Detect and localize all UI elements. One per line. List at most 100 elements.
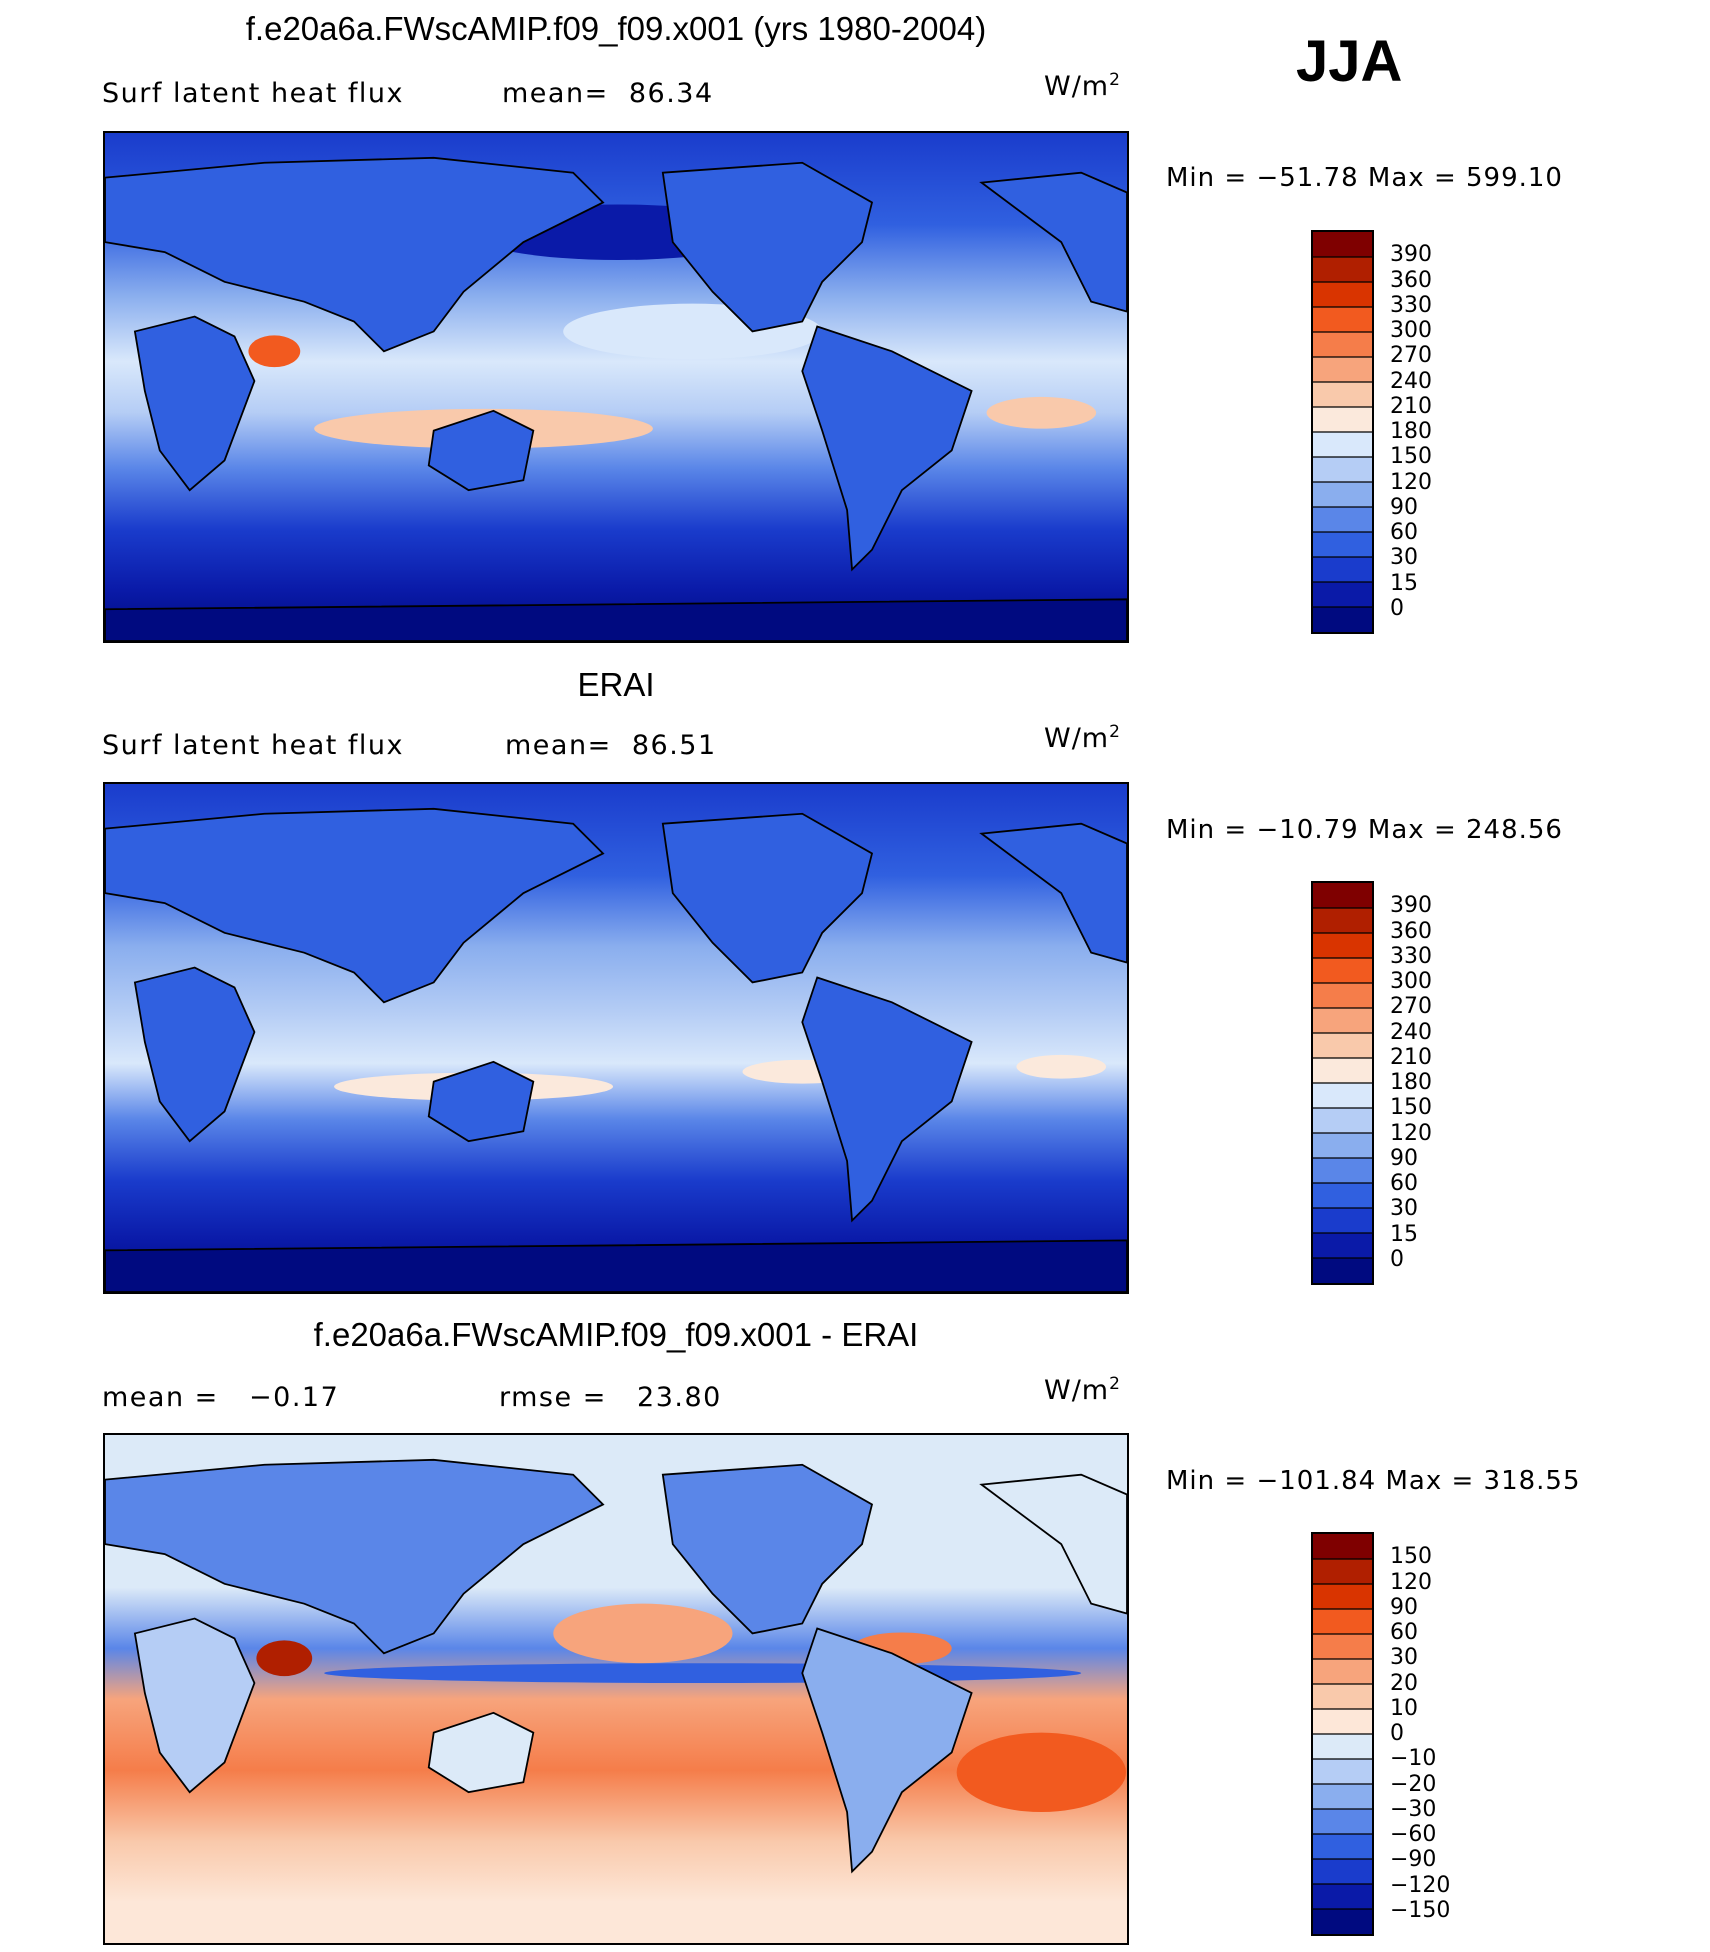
colorbar-swatch [1313,1183,1372,1209]
colorbar-swatch [1313,432,1372,458]
colorbar-swatch [1313,1083,1372,1109]
colorbar-swatch [1313,1033,1372,1059]
colorbar-swatch [1313,1534,1372,1560]
panel-1-variable-label: Surf latent heat flux [102,78,405,109]
colorbar-level-label: 270 [1390,994,1432,1020]
colorbar-swatch [1313,457,1372,483]
colorbar-level-label: 300 [1390,969,1432,994]
colorbar-level-label: −20 [1390,1771,1437,1797]
colorbar-level-label: 390 [1390,242,1432,268]
panel-1-colorbar [1311,230,1374,634]
colorbar-level-label: 60 [1390,520,1418,545]
colorbar-swatch [1313,507,1372,533]
colorbar-level-label: 360 [1390,267,1432,293]
colorbar-level-label: 10 [1390,1695,1418,1721]
panel-3-mean: mean = −0.17 [102,1382,340,1413]
colorbar-level-label: 150 [1390,1095,1432,1121]
colorbar-swatch [1313,1859,1372,1885]
colorbar-level-label: 240 [1390,1019,1432,1045]
colorbar-swatch [1313,883,1372,909]
colorbar-level-label: 330 [1390,943,1432,969]
colorbar-level-label: 30 [1390,1196,1418,1222]
units-exponent: 2 [1109,1374,1121,1394]
colorbar-swatch [1313,382,1372,408]
panel-2-map [103,782,1129,1294]
colorbar-swatch [1313,1634,1372,1660]
colorbar-level-label: 90 [1390,1594,1418,1620]
colorbar-swatch [1313,1108,1372,1134]
colorbar-swatch [1313,1684,1372,1710]
panel-3-min-max: Min = −101.84 Max = 318.55 [1166,1466,1581,1496]
colorbar-level-label: 15 [1390,1221,1418,1247]
colorbar-swatch [1313,582,1372,608]
panel-3-rmse: rmse = 23.80 [499,1382,722,1413]
colorbar-swatch [1313,1058,1372,1084]
colorbar-swatch [1313,1609,1372,1635]
panel-1-min-max: Min = −51.78 Max = 599.10 [1166,163,1563,193]
colorbar-level-label: −60 [1390,1822,1437,1847]
panel-2-title: ERAI [577,666,655,703]
colorbar-level-label: −30 [1390,1796,1437,1822]
colorbar-swatch [1313,1133,1372,1159]
colorbar-level-label: 300 [1390,318,1432,343]
colorbar-level-label: 270 [1390,343,1432,369]
units-exponent: 2 [1109,722,1121,742]
panel-2-colorbar [1311,881,1374,1285]
colorbar-level-label: −120 [1390,1872,1451,1898]
colorbar-swatch [1313,1584,1372,1610]
colorbar-swatch [1313,958,1372,984]
colorbar-level-label: 120 [1390,1569,1432,1595]
colorbar-swatch [1313,1884,1372,1910]
colorbar-level-label: 30 [1390,1645,1418,1671]
panel-3-units: W/m2 [1044,1374,1121,1406]
colorbar-level-label: −10 [1390,1746,1437,1772]
colorbar-swatch [1313,1709,1372,1735]
panel-2-units: W/m2 [1044,722,1121,754]
colorbar-level-label: 60 [1390,1171,1418,1196]
panel-2-variable-label: Surf latent heat flux [102,730,405,761]
panel-1-mean: mean= 86.34 [502,78,714,109]
colorbar-level-label: 120 [1390,1120,1432,1146]
colorbar-level-label: −90 [1390,1847,1437,1873]
colorbar-swatch [1313,1158,1372,1184]
colorbar-level-label: −150 [1390,1897,1451,1923]
colorbar-swatch [1313,232,1372,258]
colorbar-swatch [1313,1659,1372,1685]
colorbar-level-label: 210 [1390,1044,1432,1070]
colorbar-level-label: 120 [1390,469,1432,495]
panel-3-map [103,1433,1129,1945]
panel-3-colorbar [1311,1532,1374,1936]
colorbar-swatch [1313,357,1372,383]
colorbar-swatch [1313,1759,1372,1785]
units-base: W/m [1044,1375,1110,1406]
colorbar-level-label: 60 [1390,1620,1418,1645]
colorbar-swatch [1313,933,1372,959]
colorbar-level-label: 20 [1390,1670,1418,1696]
panel-3-title: f.e20a6a.FWscAMIP.f09_f09.x001 - ERAI [313,1316,919,1353]
colorbar-level-label: 330 [1390,292,1432,318]
colorbar-level-label: 90 [1390,1145,1418,1171]
colorbar-level-label: 0 [1390,595,1404,621]
colorbar-swatch [1313,482,1372,508]
colorbar-swatch [1313,307,1372,333]
colorbar-swatch [1313,1809,1372,1835]
colorbar-swatch [1313,532,1372,558]
panel-1-map [103,131,1129,643]
panel-2-mean: mean= 86.51 [505,730,717,761]
colorbar-swatch [1313,1008,1372,1034]
colorbar-level-label: 360 [1390,918,1432,944]
season-label: JJA [1296,29,1403,94]
units-base: W/m [1044,723,1110,754]
colorbar-level-label: 0 [1390,1246,1404,1272]
colorbar-swatch [1313,557,1372,583]
colorbar-level-label: 150 [1390,444,1432,470]
colorbar-level-label: 0 [1390,1721,1404,1746]
colorbar-level-label: 180 [1390,419,1432,444]
units-base: W/m [1044,71,1110,102]
units-exponent: 2 [1109,70,1121,90]
colorbar-swatch [1313,1784,1372,1810]
colorbar-swatch [1313,1258,1372,1283]
colorbar-level-label: 30 [1390,545,1418,571]
colorbar-level-label: 390 [1390,893,1432,919]
colorbar-level-label: 240 [1390,368,1432,394]
